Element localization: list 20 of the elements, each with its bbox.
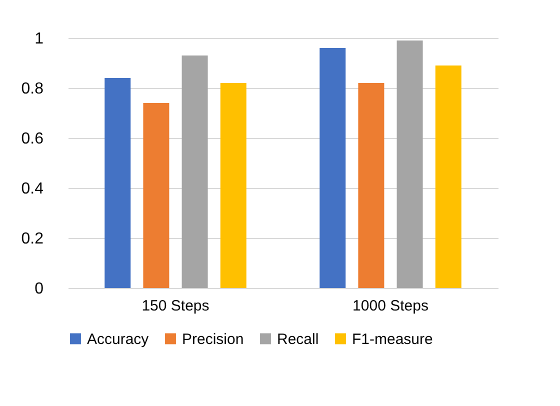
- x-tick-label: 1000 Steps: [352, 298, 428, 314]
- y-tick-label: 0.2: [21, 230, 44, 248]
- bar: [182, 56, 208, 288]
- bar: [435, 66, 462, 288]
- y-tick-label: 0: [34, 280, 44, 298]
- bar: [320, 48, 346, 288]
- y-tick-label: 0.8: [21, 80, 44, 98]
- legend-label: Precision: [182, 330, 244, 348]
- legend-label: F1-measure: [352, 330, 433, 348]
- bar: [358, 83, 384, 288]
- bar: [220, 83, 246, 288]
- y-tick-label: 1: [34, 30, 44, 48]
- bar: [143, 103, 170, 288]
- y-tick-label: 0.6: [21, 130, 44, 148]
- y-tick-label: 0.4: [21, 180, 44, 198]
- bar: [396, 40, 423, 288]
- legend-label: Recall: [277, 330, 319, 348]
- x-tick-label: 150 Steps: [142, 298, 210, 314]
- legend-label: Accuracy: [87, 330, 150, 348]
- bar: [104, 78, 131, 288]
